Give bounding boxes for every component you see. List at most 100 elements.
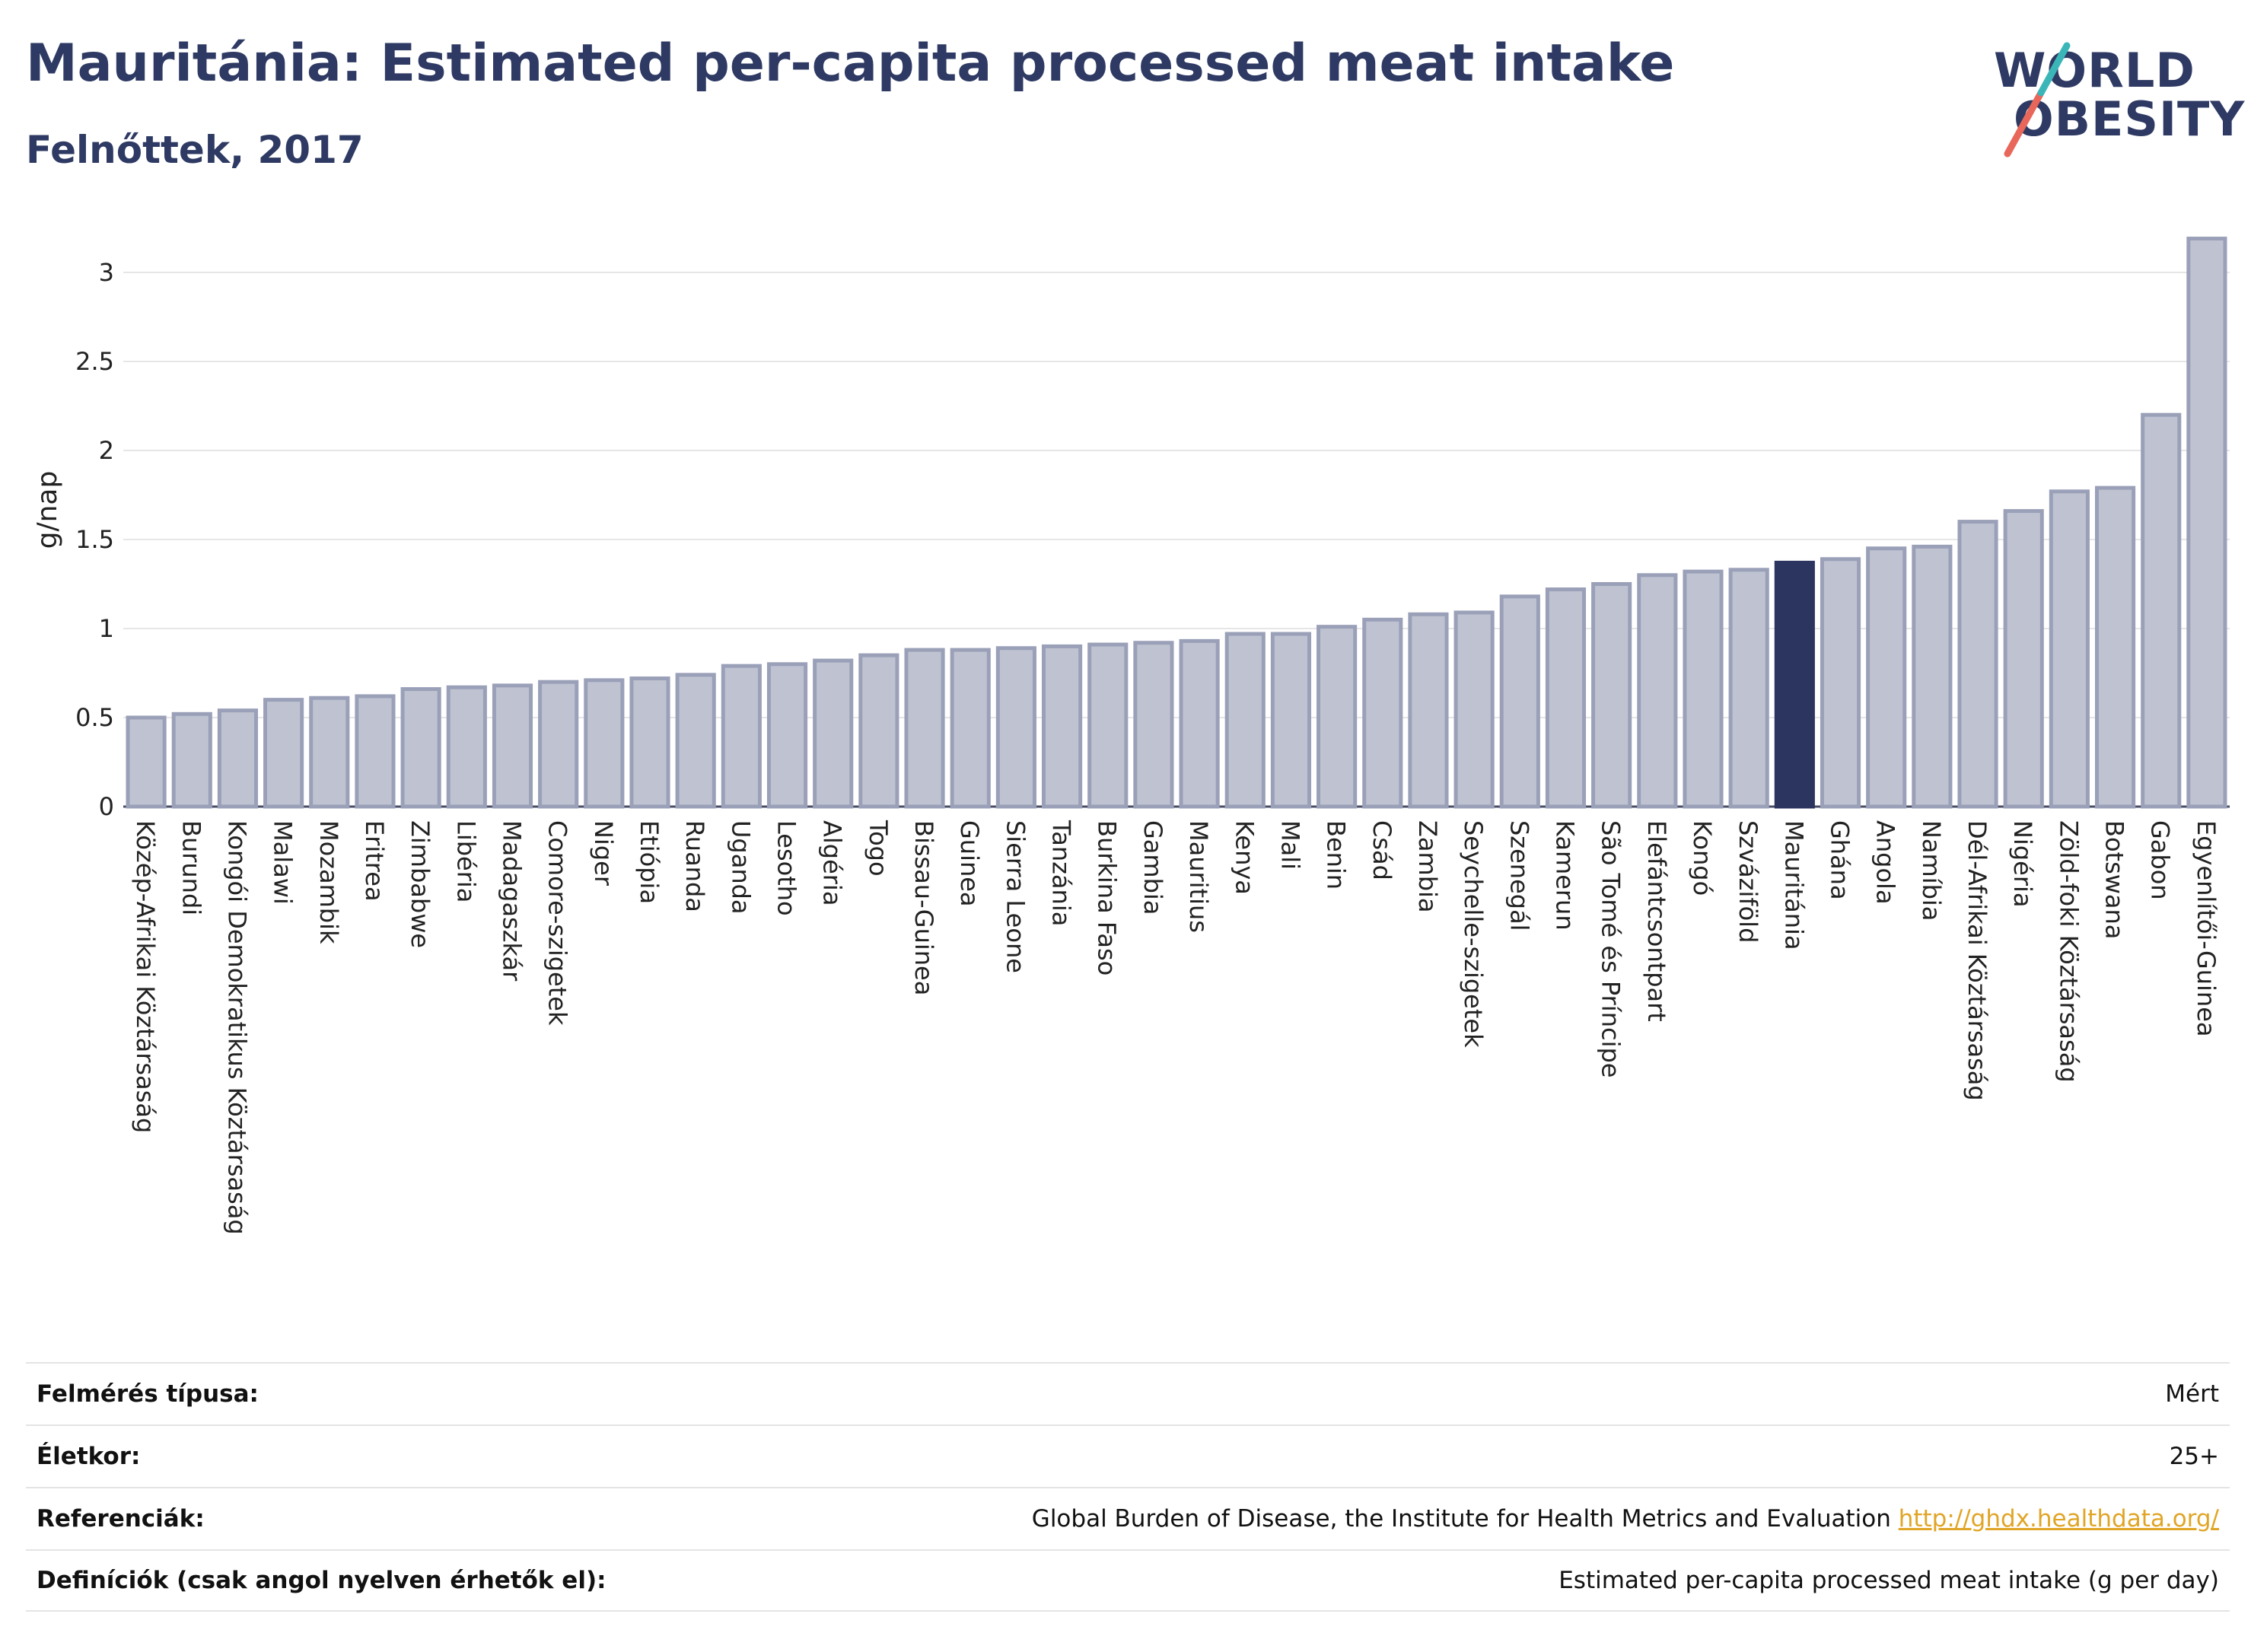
bar bbox=[858, 653, 899, 809]
chart-subtitle: Felnőttek, 2017 bbox=[26, 128, 364, 172]
x-tick-label: Zambia bbox=[1413, 820, 1442, 913]
x-tick-label: Kamerun bbox=[1550, 820, 1579, 931]
bar bbox=[2141, 412, 2182, 809]
bar bbox=[538, 680, 579, 809]
y-tick-label: 2 bbox=[99, 436, 114, 465]
bar bbox=[2186, 237, 2227, 809]
x-tick-label: Gabon bbox=[2146, 820, 2175, 900]
x-tick-label: Burundi bbox=[177, 820, 205, 915]
x-tick-label: Botswana bbox=[2100, 820, 2129, 939]
x-tick-label: Nigéria bbox=[2008, 820, 2037, 907]
x-tick-label: Gambia bbox=[1138, 820, 1167, 915]
bar bbox=[263, 698, 304, 809]
y-tick-label: 3 bbox=[99, 258, 114, 287]
info-row-survey-type: Felmérés típusa: Mért bbox=[26, 1362, 2230, 1424]
y-tick-label: 0.5 bbox=[75, 703, 114, 732]
x-axis-labels: Közép-Afrikai Köztársaság Burundi Kongói D… bbox=[131, 820, 2221, 1235]
x-tick-label: Mozambik bbox=[314, 820, 343, 944]
info-row-references: Referenciák: Global Burden of Disease, t… bbox=[26, 1487, 2230, 1549]
x-tick-label: Niger bbox=[589, 820, 618, 886]
bar bbox=[1362, 617, 1403, 809]
x-tick-label: Csád bbox=[1367, 820, 1396, 880]
bar bbox=[1224, 632, 1266, 809]
bar bbox=[721, 664, 762, 809]
bar bbox=[355, 694, 396, 809]
bar bbox=[1270, 632, 1312, 809]
world-obesity-logo: WORLD OBESITY bbox=[1979, 23, 2244, 160]
bar bbox=[1133, 641, 1174, 809]
bar-chart: 0 0.5 1 1.5 2 2.5 3 Közép-Afrikai Köztársaság B… bbox=[32, 237, 2230, 1235]
x-tick-label: Kenya bbox=[1230, 820, 1259, 895]
x-tick-label: Bissau-Guinea bbox=[909, 820, 938, 995]
bar bbox=[904, 648, 945, 809]
info-row-age: Életkor: 25+ bbox=[26, 1424, 2230, 1487]
x-tick-label: Mauritius bbox=[1184, 820, 1213, 933]
info-label: Felmérés típusa: bbox=[37, 1380, 259, 1408]
bar bbox=[309, 695, 350, 809]
x-tick-label: Kongó bbox=[1688, 820, 1717, 896]
info-label: Definíciók (csak angol nyelven érhetők e… bbox=[37, 1567, 607, 1594]
bar bbox=[217, 708, 259, 809]
x-tick-label: Comore-szigetek bbox=[543, 820, 572, 1026]
bar bbox=[2049, 489, 2090, 809]
x-tick-label: Lesotho bbox=[772, 820, 801, 916]
x-tick-label: Guinea bbox=[955, 820, 984, 907]
bar bbox=[1957, 520, 1998, 809]
bar bbox=[1637, 573, 1678, 809]
bar bbox=[1499, 594, 1540, 809]
x-tick-label: Ghána bbox=[1826, 820, 1855, 900]
bar bbox=[1683, 569, 1724, 809]
bar bbox=[1591, 582, 1632, 809]
bar bbox=[1820, 557, 1861, 809]
bar bbox=[1087, 642, 1129, 809]
bar bbox=[126, 715, 167, 809]
bar bbox=[1041, 644, 1083, 809]
y-tick-label: 1.5 bbox=[75, 525, 114, 554]
bar bbox=[1728, 568, 1769, 809]
x-tick-label: Libéria bbox=[451, 820, 480, 902]
x-tick-label: Szenegál bbox=[1504, 820, 1533, 931]
chart-title: Mauritánia: Estimated per-capita process… bbox=[26, 33, 1675, 94]
x-tick-label: Elefántcsontpart bbox=[1642, 820, 1671, 1022]
info-label: Referenciák: bbox=[37, 1505, 205, 1533]
x-tick-label: Zimbabwe bbox=[406, 820, 435, 948]
bar bbox=[1912, 544, 1953, 809]
bar bbox=[2094, 485, 2136, 809]
y-axis-label: g/nap bbox=[32, 471, 63, 549]
x-tick-label: Sierra Leone bbox=[1001, 820, 1030, 973]
logo-line1: WORLD bbox=[1994, 43, 2195, 98]
y-tick-label: 2.5 bbox=[75, 347, 114, 376]
bar bbox=[1317, 625, 1358, 809]
reference-text: Global Burden of Disease, the Institute … bbox=[1031, 1505, 1891, 1533]
x-tick-label: Etiópia bbox=[635, 820, 664, 904]
x-tick-label: Zöld-foki Köztársaság bbox=[2054, 820, 2083, 1083]
reference-link[interactable]: http://ghdx.healthdata.org/ bbox=[1898, 1505, 2219, 1533]
x-tick-label: Tanzánia bbox=[1047, 820, 1076, 926]
x-tick-label: Ruanda bbox=[680, 820, 709, 912]
x-tick-label: Szváziföld bbox=[1734, 820, 1762, 943]
bar bbox=[400, 687, 441, 809]
logo-slash-icon bbox=[2004, 42, 2071, 158]
x-tick-label: Seychelle-szigetek bbox=[1459, 820, 1488, 1048]
bar bbox=[675, 673, 716, 809]
y-tick-label: 1 bbox=[99, 614, 114, 643]
bar bbox=[813, 658, 854, 809]
bar bbox=[1179, 638, 1220, 809]
x-tick-label: Mali bbox=[1275, 820, 1304, 870]
info-value: Estimated per-capita processed meat inta… bbox=[1559, 1567, 2219, 1594]
x-tick-label: Eritrea bbox=[360, 820, 389, 902]
bar-highlight bbox=[1774, 560, 1815, 809]
bar bbox=[995, 646, 1036, 809]
bar bbox=[1453, 610, 1495, 809]
bar bbox=[766, 662, 808, 809]
x-tick-label: Togo bbox=[864, 820, 893, 877]
x-tick-label: São Tomé és Príncipe bbox=[1597, 820, 1625, 1077]
info-value: Mért bbox=[2165, 1380, 2219, 1408]
bar bbox=[446, 685, 487, 809]
info-value: Global Burden of Disease, the Institute … bbox=[1032, 1505, 2219, 1533]
x-tick-label: Madagaszkár bbox=[497, 820, 526, 982]
bar bbox=[629, 676, 670, 809]
info-label: Életkor: bbox=[37, 1443, 141, 1470]
bar bbox=[1866, 546, 1907, 809]
info-value: 25+ bbox=[2169, 1443, 2219, 1470]
